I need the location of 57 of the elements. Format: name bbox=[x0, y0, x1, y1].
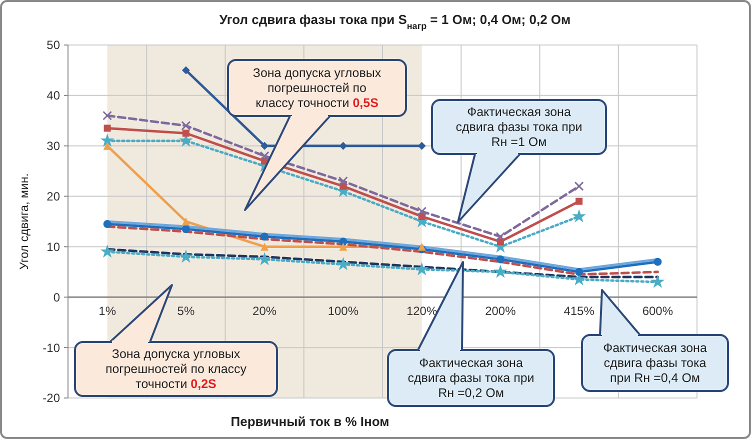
y-tick-label: 50 bbox=[46, 38, 60, 52]
point bbox=[182, 66, 190, 74]
x-tick-label: 600% bbox=[642, 304, 674, 318]
point bbox=[104, 124, 111, 132]
point bbox=[576, 198, 583, 205]
point bbox=[260, 242, 269, 251]
x-axis-title: Первичный ток в % Iном bbox=[230, 414, 390, 429]
x-tick-label: 100% bbox=[328, 304, 359, 318]
point bbox=[650, 274, 665, 288]
x-tick-label: 20% bbox=[252, 304, 277, 318]
y-tick-label: -20 bbox=[42, 391, 60, 406]
point bbox=[178, 249, 193, 263]
point bbox=[181, 120, 191, 130]
point bbox=[417, 206, 427, 216]
y-tick-label: 0 bbox=[53, 290, 60, 304]
point bbox=[339, 242, 348, 251]
annotation: Фактическая зона сдвига фазы тока при Rн =0,4 Ом bbox=[603, 341, 707, 385]
point bbox=[496, 232, 506, 242]
point bbox=[418, 242, 426, 251]
point bbox=[572, 209, 586, 222]
point bbox=[493, 264, 508, 278]
point bbox=[182, 225, 190, 234]
point bbox=[338, 176, 348, 186]
y-tick-label: 10 bbox=[46, 240, 60, 254]
y-tick-label: 20 bbox=[46, 189, 60, 204]
point bbox=[182, 130, 190, 137]
point bbox=[496, 255, 504, 264]
x-tick-label: 415% bbox=[564, 304, 595, 318]
point bbox=[575, 268, 584, 276]
annotation: Фактическая зона сдвига фазы тока при Rн =1 Ом bbox=[456, 105, 582, 149]
point bbox=[182, 218, 190, 226]
x-tick-label: 200% bbox=[485, 304, 516, 318]
point bbox=[336, 257, 350, 270]
point bbox=[260, 151, 270, 161]
annotation: Зона допуска угловых погрешностей по классу точности 0,2S bbox=[105, 347, 248, 391]
annotation: Зона допуска угловых погрешностей по классу точности 0,5S bbox=[252, 66, 382, 110]
point bbox=[103, 220, 112, 228]
annotation: Фактическая зона сдвига фазы тока при Rн =0,2 Ом bbox=[408, 356, 534, 400]
point bbox=[414, 262, 429, 276]
point bbox=[258, 252, 272, 266]
y-tick-label: 40 bbox=[46, 88, 60, 103]
x-tick-label: 1% bbox=[98, 304, 116, 318]
x-tick-label: 5% bbox=[177, 304, 195, 318]
y-tick-label: -10 bbox=[42, 340, 60, 355]
point bbox=[100, 244, 114, 258]
point bbox=[260, 232, 269, 241]
point bbox=[339, 238, 348, 246]
point bbox=[574, 181, 584, 191]
x-tick-label: 120% bbox=[406, 304, 438, 318]
point bbox=[654, 258, 662, 266]
y-axis-title: Угол сдвига, мин. bbox=[17, 173, 31, 270]
point bbox=[339, 142, 348, 150]
chart-title: Угол сдвига фазы тока при S$_{нагр}$ = 1 Ом; 0,4 Ом; 0,2 Ом bbox=[219, 12, 571, 31]
y-tick-label: 30 bbox=[46, 139, 60, 154]
point bbox=[418, 142, 426, 150]
point bbox=[102, 110, 112, 120]
point bbox=[100, 134, 114, 147]
